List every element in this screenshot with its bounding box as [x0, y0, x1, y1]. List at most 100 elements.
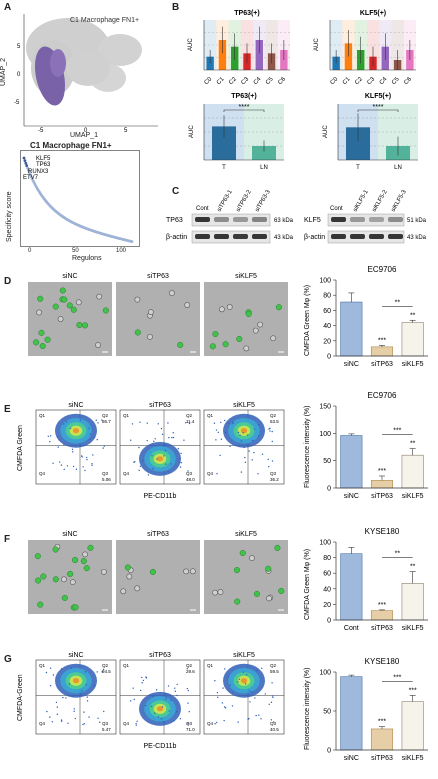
image-title: siTP63: [147, 273, 169, 280]
chart-title: TP63(+): [234, 10, 259, 17]
event-dot: [248, 690, 251, 692]
bar: [340, 553, 363, 621]
event-dot: [82, 723, 84, 726]
event-dot: [139, 465, 142, 468]
green-cell: [39, 342, 46, 350]
umap-plot: C1 Macrophage FN1+ -5 0 5 5 0 -5: [8, 8, 163, 132]
y-tick-label: 20: [323, 602, 331, 609]
event-dot: [85, 684, 87, 686]
image-title: siNC: [62, 531, 77, 538]
event-dot: [267, 458, 269, 461]
flow-title: siNC: [68, 652, 83, 659]
density-contour: [240, 678, 248, 684]
event-dot: [129, 439, 132, 441]
x-tick-label: C5: [265, 76, 275, 86]
event-dot: [215, 721, 218, 724]
blot-row-label: β-actin: [166, 234, 187, 241]
event-dot: [132, 687, 134, 689]
event-dot: [52, 462, 54, 464]
event-dot: [60, 720, 63, 722]
svg-text:siTP63-1: siTP63-1: [217, 190, 235, 213]
event-dot: [268, 465, 270, 468]
event-dot: [213, 422, 216, 424]
bar-chart-g: KYSE180 Fluorescence intensity (%) 0 50 100 s…: [298, 644, 436, 776]
event-dot: [217, 431, 219, 434]
quadrant-value: 11.4: [186, 419, 195, 424]
image-title: siTP63: [147, 531, 169, 538]
cell: [57, 316, 64, 322]
bar-chart-b2: KLF5(+) AUC C0 C1 C2 C3 C4 C5 C6: [312, 6, 422, 86]
event-dot: [173, 720, 175, 722]
event-dot: [231, 705, 234, 707]
umap-xtick: 5: [124, 128, 128, 132]
micrograph: [204, 540, 288, 614]
chart-ylabel: AUC: [314, 38, 320, 51]
cell: [126, 573, 133, 580]
x-tick-label: C1: [216, 76, 226, 86]
event-dot: [251, 459, 253, 461]
event-dot: [227, 422, 230, 424]
event-dot: [103, 445, 105, 447]
event-dot: [220, 438, 223, 440]
event-dot: [257, 473, 259, 475]
quadrant-value: 59.5: [270, 669, 279, 674]
x-tick-label: C2: [354, 76, 364, 86]
kda-label: 51 kDa: [407, 218, 427, 224]
event-dot: [84, 671, 87, 673]
quadrant-label: Q4: [39, 721, 46, 726]
blot-band: [214, 234, 229, 239]
bar-chart-b3: TP63(+) AUC T LN ****: [186, 88, 290, 180]
event-dot: [237, 721, 239, 723]
event-dot: [136, 720, 138, 722]
bar-chart-e: EC9706 Fluorescence intensity (%) 0 50 100 15…: [298, 384, 436, 514]
event-dot: [103, 710, 105, 713]
event-dot: [232, 422, 234, 425]
event-dot: [88, 427, 90, 430]
green-cell: [265, 565, 272, 572]
event-dot: [157, 423, 159, 425]
y-tick-label: 60: [323, 308, 331, 315]
rank-point: [24, 161, 28, 165]
event-dot: [89, 433, 92, 435]
event-dot: [224, 431, 227, 433]
image-title: siKLF5: [235, 273, 257, 280]
green-cell: [35, 577, 42, 584]
bar: [206, 56, 214, 70]
x-tick-label: LN: [394, 165, 402, 171]
x-tick-label: siKLF5: [402, 361, 424, 368]
umap-title: C1 Macrophage FN1+: [70, 17, 139, 24]
cell: [61, 576, 67, 583]
y-tick-label: 40: [323, 586, 331, 593]
y-tick-label: 40: [323, 323, 331, 330]
cell: [82, 551, 89, 558]
blot-strip: [191, 213, 271, 227]
density-contour: [72, 428, 80, 434]
flow-title: siTP63: [149, 402, 171, 409]
event-dot: [223, 419, 226, 422]
event-dot: [139, 421, 141, 423]
chart-ylabel: CMFDA Green Mφ (%): [304, 549, 311, 620]
y-tick-label: 100: [319, 670, 331, 677]
event-dot: [165, 696, 168, 699]
blot-band: [369, 234, 384, 239]
event-dot: [240, 471, 243, 473]
x-tick-label: C3: [366, 76, 376, 86]
micrograph: [204, 282, 288, 356]
event-dot: [91, 463, 93, 465]
event-dot: [232, 421, 234, 423]
event-dot: [160, 718, 163, 720]
rank-point: [27, 168, 30, 172]
event-dot: [157, 716, 160, 718]
event-dot: [153, 440, 155, 443]
event-dot: [86, 456, 88, 459]
panel-label-b: B: [172, 2, 180, 13]
flow-title: siTP63: [149, 652, 171, 659]
event-dot: [131, 423, 134, 425]
green-cell: [33, 339, 40, 346]
green-cell: [76, 321, 83, 329]
sig-label: ***: [378, 602, 386, 609]
x-tick-label: C1: [342, 76, 352, 86]
cell: [212, 589, 218, 596]
event-dot: [163, 455, 165, 457]
event-dot: [58, 439, 60, 441]
